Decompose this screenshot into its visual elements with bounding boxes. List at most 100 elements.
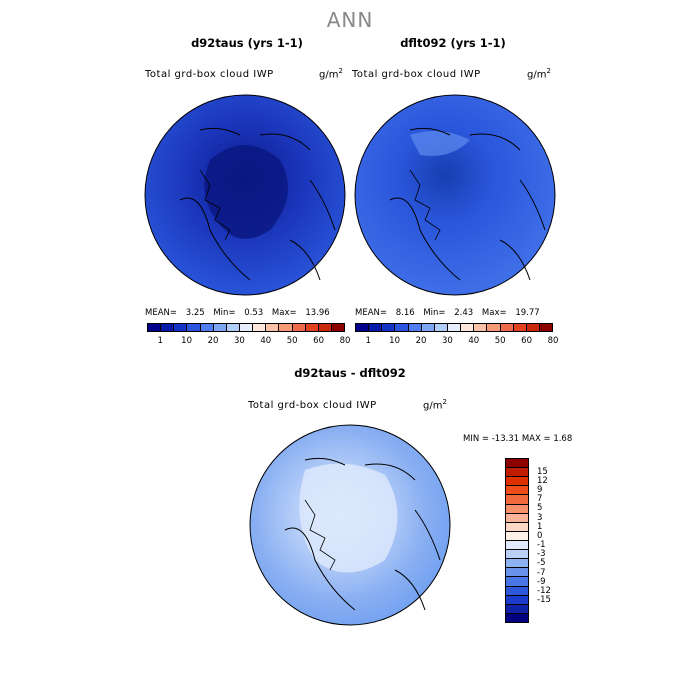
- colorbar-tick-label: 10: [389, 336, 401, 346]
- colorbar-swatch: [292, 324, 306, 331]
- diff-colorbar: [505, 458, 529, 623]
- figure-title: ANN: [326, 8, 374, 32]
- colorbar-swatch: [356, 324, 370, 331]
- colorbar-tick-label: 20: [415, 336, 427, 346]
- left-colorbar-ticks: 1 10 20 30 40 50 60 80: [147, 336, 350, 348]
- colorbar-tick-label: 10: [181, 336, 193, 346]
- colorbar-swatch: [200, 324, 214, 331]
- colorbar-tick-label: 50: [494, 336, 506, 346]
- colorbar-swatch: [506, 477, 528, 487]
- colorbar-swatch: [421, 324, 435, 331]
- left-archipelago-coast: [199, 169, 231, 241]
- right-coastlines: [389, 127, 546, 281]
- colorbar-swatch: [506, 540, 528, 551]
- colorbar-swatch: [506, 568, 528, 578]
- colorbar-tick-label: 30: [441, 336, 453, 346]
- colorbar-tick-label: 20: [207, 336, 219, 346]
- colorbar-swatch: [461, 324, 475, 331]
- colorbar-tick-label: 50: [286, 336, 298, 346]
- colorbar-swatch: [506, 522, 528, 532]
- colorbar-swatch: [148, 324, 162, 331]
- colorbar-swatch: [487, 324, 501, 331]
- colorbar-swatch: [506, 468, 528, 478]
- diff-coastlines: [284, 457, 441, 611]
- left-stats: MEAN= 3.25 Min= 0.53 Max= 13.96: [145, 308, 330, 318]
- colorbar-tick-label: 1: [365, 336, 371, 346]
- colorbar-swatch: [506, 613, 528, 622]
- colorbar-swatch: [174, 324, 188, 331]
- colorbar-swatch: [239, 324, 254, 331]
- colorbar-tick-label: -12: [537, 585, 551, 596]
- left-colorbar: [147, 323, 345, 332]
- colorbar-tick-label: 1: [157, 336, 163, 346]
- colorbar-swatch: [506, 586, 528, 596]
- colorbar-tick-label: -15: [537, 595, 551, 606]
- colorbar-swatch: [226, 324, 240, 331]
- colorbar-tick-label: -1: [537, 540, 546, 551]
- left-coastlines: [179, 127, 336, 281]
- colorbar-swatch: [266, 324, 280, 331]
- colorbar-swatch: [408, 324, 422, 331]
- colorbar-swatch: [474, 324, 488, 331]
- colorbar-tick-label: 9: [537, 485, 543, 496]
- colorbar-tick-label: 12: [537, 475, 548, 486]
- left-arctic-low-region: [204, 145, 288, 239]
- colorbar-swatch: [506, 595, 528, 605]
- colorbar-tick-label: -9: [537, 576, 546, 587]
- diff-center-region: [299, 463, 398, 573]
- colorbar-swatch: [253, 324, 267, 331]
- diff-archipelago-coast: [304, 499, 336, 571]
- colorbar-swatch: [506, 486, 528, 496]
- diff-stats: MIN = -13.31 MAX = 1.68: [463, 434, 573, 444]
- colorbar-swatch: [382, 324, 396, 331]
- colorbar-tick-label: -3: [537, 549, 546, 560]
- colorbar-swatch: [506, 531, 528, 541]
- diff-polar-map: [249, 424, 451, 626]
- right-unit-label: g/m2: [527, 67, 551, 81]
- colorbar-tick-label: 15: [537, 466, 548, 477]
- colorbar-tick-label: 80: [547, 336, 559, 346]
- colorbar-tick-label: 1: [537, 521, 543, 532]
- colorbar-tick-label: 3: [537, 512, 543, 523]
- colorbar-tick-label: -5: [537, 558, 546, 569]
- colorbar-swatch: [526, 324, 540, 331]
- colorbar-tick-label: 80: [339, 336, 351, 346]
- colorbar-swatch: [447, 324, 462, 331]
- colorbar-tick-label: 5: [537, 503, 543, 514]
- colorbar-swatch: [539, 324, 553, 331]
- colorbar-swatch: [434, 324, 448, 331]
- colorbar-tick-label: 30: [233, 336, 245, 346]
- right-colorbar-ticks: 1 10 20 30 40 50 60 80: [355, 336, 558, 348]
- right-stats: MEAN= 8.16 Min= 2.43 Max= 19.77: [355, 308, 540, 318]
- colorbar-swatch: [331, 324, 345, 331]
- right-variable-label: Total grd-box cloud IWP: [352, 69, 481, 80]
- colorbar-tick-label: 0: [537, 530, 543, 541]
- diff-panel-title: d92taus - dflt092: [294, 366, 406, 380]
- colorbar-tick-label: -7: [537, 567, 546, 578]
- colorbar-swatch: [213, 324, 227, 331]
- colorbar-tick-label: 7: [537, 494, 543, 505]
- right-bright-region: [410, 131, 470, 156]
- colorbar-swatch: [513, 324, 527, 331]
- right-panel-title: dflt092 (yrs 1-1): [400, 36, 506, 50]
- colorbar-swatch: [506, 604, 528, 614]
- colorbar-swatch: [305, 324, 319, 331]
- colorbar-tick-label: 60: [521, 336, 533, 346]
- left-panel-title: d92taus (yrs 1-1): [191, 36, 303, 50]
- colorbar-tick-label: 40: [468, 336, 480, 346]
- diff-colorbar-ticks: 15 12 9 7 5 3 1 0 -1 -3 -5 -7 -9 -12 -15: [537, 458, 577, 623]
- right-colorbar: [355, 323, 553, 332]
- right-map-disk: [354, 94, 556, 296]
- colorbar-swatch: [506, 459, 528, 469]
- colorbar-swatch: [187, 324, 201, 331]
- left-variable-label: Total grd-box cloud IWP: [145, 69, 274, 80]
- diff-unit-label: g/m2: [423, 398, 447, 412]
- colorbar-swatch: [506, 495, 528, 505]
- left-polar-map: [144, 94, 346, 296]
- right-polar-map: [354, 94, 556, 296]
- right-archipelago-coast: [409, 169, 441, 241]
- colorbar-swatch: [506, 577, 528, 587]
- colorbar-swatch: [318, 324, 332, 331]
- colorbar-tick-label: 40: [260, 336, 272, 346]
- left-unit-label: g/m2: [319, 67, 343, 81]
